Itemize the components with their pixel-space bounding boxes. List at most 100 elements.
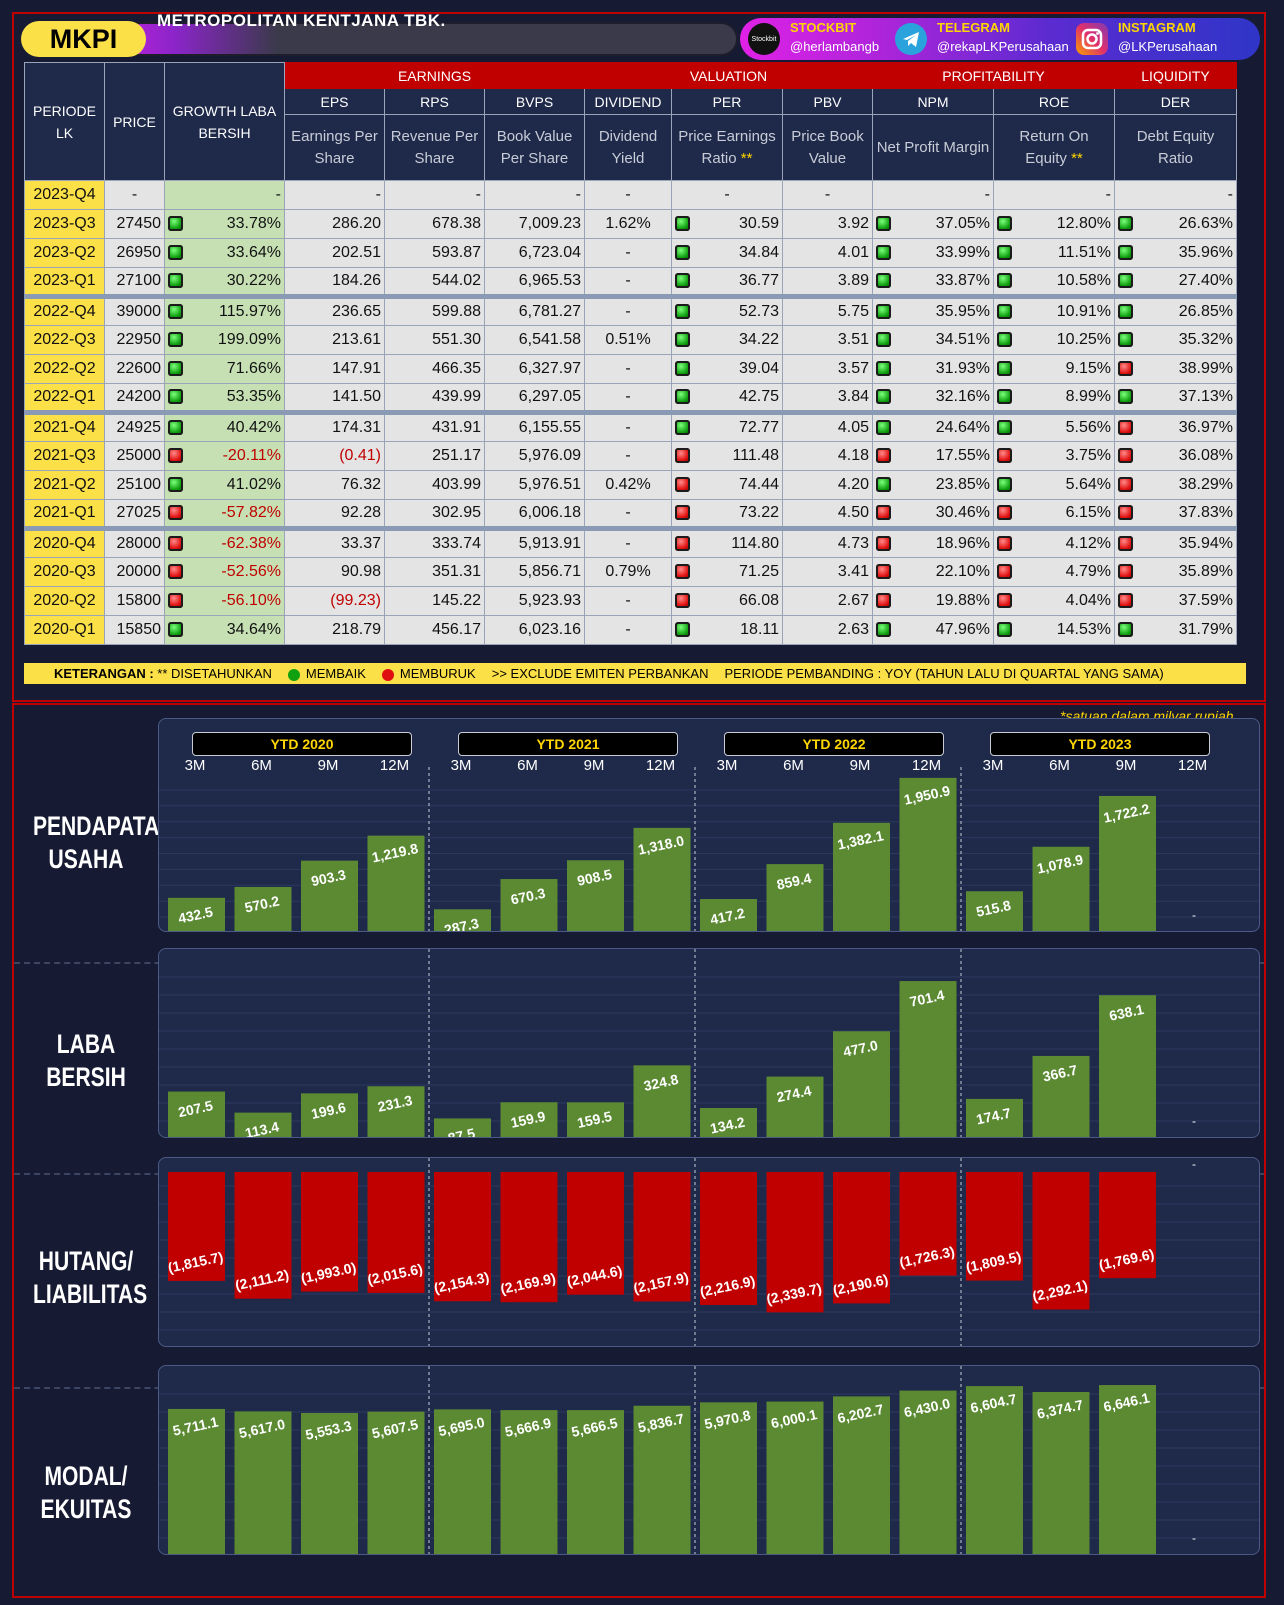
cell-value: 27100: [116, 272, 162, 289]
bar: [1032, 1391, 1090, 1554]
month-label: 3M: [450, 757, 472, 774]
bar: [168, 1172, 225, 1281]
cell-value: 32.16%: [935, 388, 990, 405]
group-valuation: VALUATION: [584, 62, 873, 89]
cell-value: 25000: [116, 447, 162, 464]
cell-per: 111.48: [671, 441, 783, 471]
header-pbv: PBV: [782, 88, 873, 115]
cell-value: 6,327.97: [518, 360, 581, 377]
cell-bvps: 6,327.97: [484, 354, 585, 384]
cell-bvps: 6,965.53: [484, 267, 585, 297]
cell-per: 71.25: [671, 557, 783, 587]
table-row: 2022-Q4 39000 115.97% 236.65 599.88 6,781.27 -…: [24, 294, 1237, 326]
cell-period: 2021-Q1: [24, 499, 105, 529]
bar: [567, 860, 624, 931]
cell-npm: 24.64%: [872, 410, 994, 442]
red-light-icon: [997, 505, 1012, 520]
cell-roe: 12.80%: [993, 209, 1115, 239]
cell-value: 145.22: [432, 592, 481, 609]
cell-value: 39.04: [738, 360, 779, 377]
table-row: 2021-Q1 27025 -57.82% 92.28 302.95 6,006.18 - 7…: [24, 499, 1237, 529]
cell-value: 544.02: [432, 272, 481, 289]
cell-der: 37.13%: [1114, 383, 1237, 413]
table-row: 2023-Q3 27450 33.78% 286.20 678.38 7,009.23 1.…: [24, 209, 1237, 239]
bar: [500, 1172, 558, 1303]
cell-value: 5.64%: [1065, 476, 1111, 493]
cell-value: 33.87%: [935, 272, 990, 289]
cell-eps: 202.51: [284, 238, 385, 268]
cell-value: 35.89%: [1178, 563, 1233, 580]
cell-div: -: [584, 499, 672, 529]
cell-roe: 4.04%: [993, 586, 1115, 616]
desc-per: Price Earnings Ratio **: [671, 114, 783, 181]
bar: [234, 1411, 292, 1554]
cell-period: 2021-Q4: [24, 410, 105, 442]
cell-per: 18.11: [671, 615, 783, 645]
cell-pbv: 4.73: [782, 526, 873, 558]
cell-value: 35.96%: [1178, 244, 1233, 261]
bar: [633, 1065, 691, 1137]
bar: [899, 777, 957, 931]
table-row: 2021-Q2 25100 41.02% 76.32 403.99 5,976.51 0.4…: [24, 470, 1237, 500]
cell-value: 2023-Q2: [33, 244, 96, 261]
bar: [833, 1031, 890, 1137]
cell-period: 2023-Q1: [24, 267, 105, 297]
bar: [168, 897, 225, 931]
green-light-icon: [675, 245, 690, 260]
bar-empty-label: -: [1192, 1157, 1196, 1171]
bar: [700, 1402, 757, 1554]
bar: [1032, 846, 1090, 931]
bar-label: 908.5: [576, 866, 614, 889]
bar: [633, 827, 691, 931]
table-row: 2020-Q4 28000 -62.38% 33.37 333.74 5,913.91 - 1…: [24, 526, 1237, 558]
cell-value: -: [824, 186, 831, 203]
bar: [168, 1091, 225, 1137]
cell-value: 3.75%: [1065, 447, 1111, 464]
green-light-icon: [1118, 389, 1133, 404]
cell-value: 593.87: [432, 244, 481, 261]
cell-value: 6,781.27: [518, 303, 581, 320]
green-light-icon: [168, 304, 183, 319]
red-light-icon: [876, 593, 891, 608]
cell-div: 0.42%: [584, 470, 672, 500]
cell-bvps: 5,976.51: [484, 470, 585, 500]
cell-value: 5,913.91: [518, 535, 581, 552]
cell-per: 52.73: [671, 294, 783, 326]
green-light-icon: [675, 332, 690, 347]
cell-growth: -56.10%: [164, 586, 285, 616]
cell-value: 6,965.53: [518, 272, 581, 289]
bar: [301, 860, 358, 931]
table-row: 2022-Q2 22600 71.66% 147.91 466.35 6,327.97 - 3…: [24, 354, 1237, 384]
red-light-icon: [675, 448, 690, 463]
cell-value: 456.17: [432, 621, 481, 638]
cell-value: 351.31: [432, 563, 481, 580]
cell-value: 302.95: [432, 504, 481, 521]
bar: [367, 1172, 425, 1293]
cell-value: 4.05: [837, 419, 869, 436]
cell-value: 466.35: [432, 360, 481, 377]
cell-value: -62.38%: [221, 535, 281, 552]
cell-growth: 40.42%: [164, 410, 285, 442]
cell-value: 147.91: [332, 360, 381, 377]
cell-roe: 11.51%: [993, 238, 1115, 268]
bar: [766, 864, 824, 931]
group-liquidity: LIQUIDITY: [1114, 62, 1237, 89]
header-rps: RPS: [384, 88, 485, 115]
cell-value: -: [1105, 186, 1111, 203]
cell-roe: -: [993, 180, 1115, 210]
green-light-icon: [1118, 332, 1133, 347]
green-light-icon: [675, 622, 690, 637]
cell-value: 90.98: [340, 563, 381, 580]
social-handle: @rekapLKPerusahaan: [937, 39, 1069, 54]
bar: [1032, 1055, 1090, 1137]
cell-value: 599.88: [432, 303, 481, 320]
cell-price: -: [104, 180, 165, 210]
cell-value: -: [625, 447, 631, 464]
cell-value: 6,023.16: [518, 621, 581, 638]
cell-npm: 18.96%: [872, 526, 994, 558]
red-light-icon: [876, 564, 891, 579]
cell-value: 27450: [116, 215, 162, 232]
cell-value: 9.15%: [1065, 360, 1111, 377]
cell-eps: 147.91: [284, 354, 385, 384]
cell-price: 39000: [104, 294, 165, 326]
